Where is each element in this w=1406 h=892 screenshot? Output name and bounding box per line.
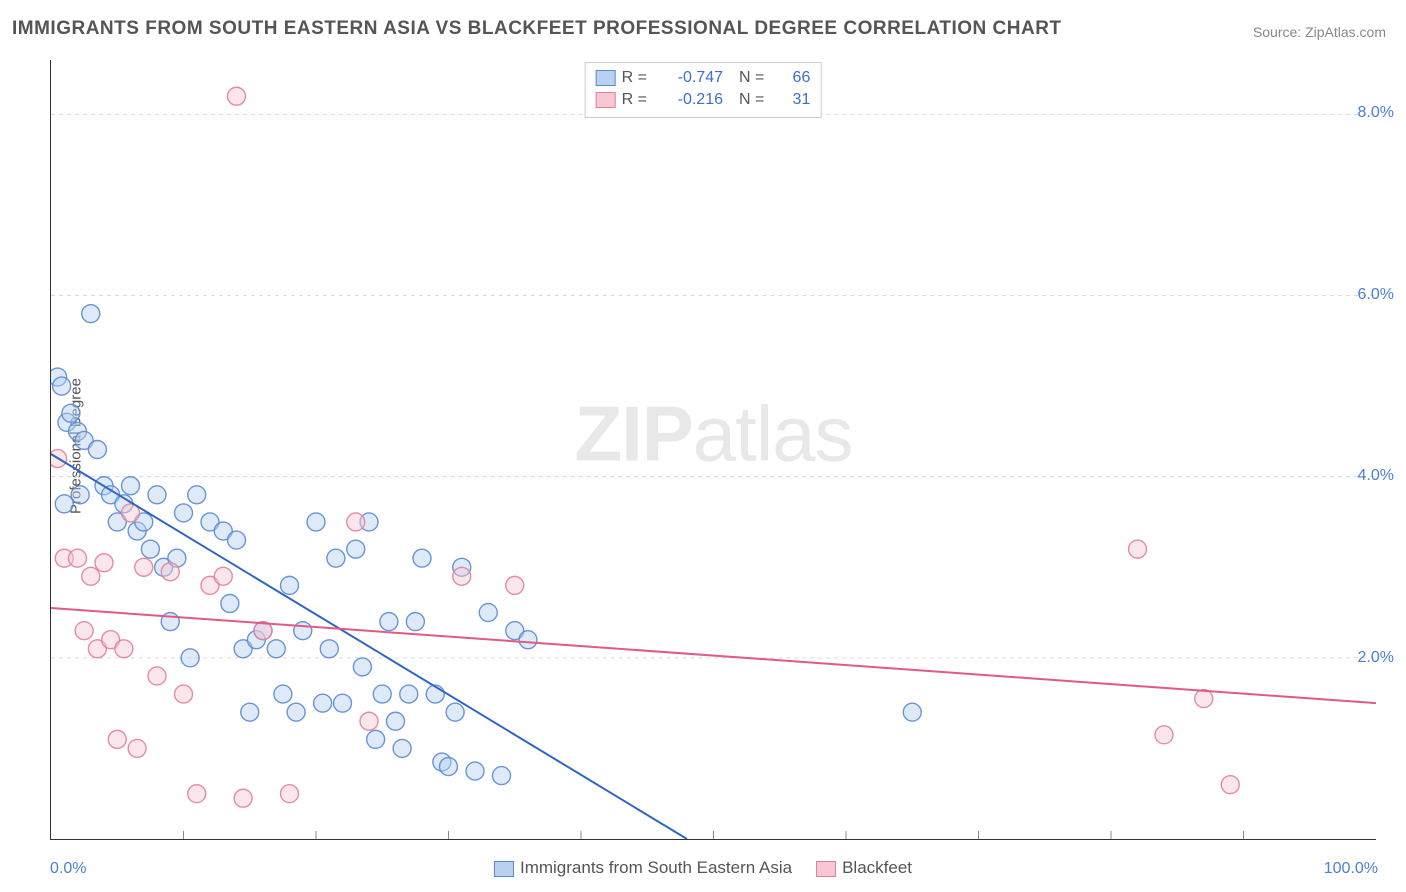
- x-tick-max: 100.0%: [1324, 860, 1378, 878]
- y-tick-label: 8.0%: [1358, 104, 1394, 122]
- legend-r-value: -0.747: [653, 67, 723, 89]
- legend-item: Immigrants from South Eastern Asia: [494, 858, 792, 878]
- source-label: Source: ZipAtlas.com: [1253, 24, 1386, 40]
- y-tick-label: 2.0%: [1358, 649, 1394, 667]
- correlation-legend: R = -0.747 N = 66 R = -0.216 N = 31: [585, 62, 822, 118]
- plot-svg: [51, 60, 1376, 839]
- chart-container: IMMIGRANTS FROM SOUTH EASTERN ASIA VS BL…: [0, 0, 1406, 892]
- legend-swatch: [596, 92, 616, 108]
- y-tick-label: 4.0%: [1358, 467, 1394, 485]
- legend-n-value: 66: [770, 67, 810, 89]
- plot-area: ZIPatlas: [50, 60, 1376, 840]
- chart-title: IMMIGRANTS FROM SOUTH EASTERN ASIA VS BL…: [12, 18, 1062, 40]
- legend-row: R = -0.216 N = 31: [596, 89, 811, 111]
- legend-n-label: N =: [739, 67, 764, 89]
- legend-swatch: [596, 70, 616, 86]
- legend-r-value: -0.216: [653, 89, 723, 111]
- y-tick-label: 6.0%: [1358, 286, 1394, 304]
- legend-n-label: N =: [739, 89, 764, 111]
- legend-swatch: [494, 861, 514, 877]
- legend-row: R = -0.747 N = 66: [596, 67, 811, 89]
- legend-r-label: R =: [622, 89, 647, 111]
- legend-n-value: 31: [770, 89, 810, 111]
- series-legend: Immigrants from South Eastern Asia Blackf…: [494, 858, 912, 878]
- legend-r-label: R =: [622, 67, 647, 89]
- legend-item: Blackfeet: [816, 858, 912, 878]
- legend-swatch: [816, 861, 836, 877]
- x-tick-min: 0.0%: [50, 860, 86, 878]
